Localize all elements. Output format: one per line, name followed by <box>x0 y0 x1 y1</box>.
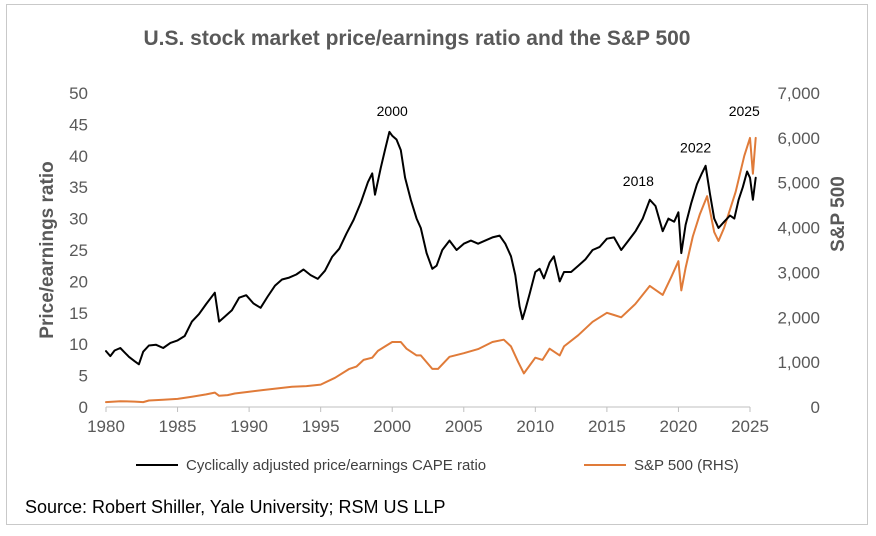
left-axis-tick-label: 35 <box>69 178 88 197</box>
annotation-year-label: 2000 <box>377 103 408 119</box>
left-axis-tick-label: 10 <box>69 335 88 354</box>
x-axis-tick-label: 1995 <box>302 417 340 436</box>
annotation-year-label: 2022 <box>680 140 711 156</box>
x-axis-tick-label: 2020 <box>660 417 698 436</box>
right-axis-tick-label: 0 <box>811 398 820 417</box>
right-axis-tick-label: 1,000 <box>777 353 820 372</box>
left-axis-tick-label: 20 <box>69 272 88 291</box>
legend-label-sp500: S&P 500 (RHS) <box>634 457 739 474</box>
x-axis-tick-label: 2000 <box>373 417 411 436</box>
chart-title: U.S. stock market price/earnings ratio a… <box>144 27 691 50</box>
annotation-year-label: 2018 <box>623 173 654 189</box>
x-axis-ticks: 1980 1985 1990 1995 2000 2005 2010 2015 2020 2025 <box>87 407 769 436</box>
left-axis-tick-label: 40 <box>69 147 88 166</box>
x-axis-tick-label: 1990 <box>230 417 268 436</box>
left-axis-tick-label: 25 <box>69 241 88 260</box>
x-axis-tick-label: 1980 <box>87 417 125 436</box>
left-axis-tick-label: 15 <box>69 304 88 323</box>
right-axis-tick-label: 5,000 <box>777 174 820 193</box>
series-lines <box>105 130 757 404</box>
left-axis-tick-label: 45 <box>69 115 88 134</box>
cape-ratio-line <box>105 130 757 366</box>
right-axis-tick-label: 2,000 <box>777 308 820 327</box>
right-axis-tick-label: 4,000 <box>777 219 820 238</box>
left-axis-title: Price/earnings ratio <box>37 161 58 338</box>
right-axis-tick-label: 6,000 <box>777 129 820 148</box>
annotation-year-label: 2025 <box>729 103 760 119</box>
left-axis-tick-label: 50 <box>69 84 88 103</box>
left-axis-tick-label: 0 <box>79 398 88 417</box>
left-axis-ticks: 0 5 10 15 20 25 30 35 40 45 50 <box>69 84 88 417</box>
x-axis-tick-label: 2025 <box>731 417 769 436</box>
sp500-line <box>105 136 757 404</box>
x-axis-tick-label: 1985 <box>159 417 197 436</box>
x-axis-tick-label: 2005 <box>445 417 483 436</box>
legend: Cyclically adjusted price/earnings CAPE … <box>136 457 739 474</box>
right-axis-ticks: 0 1,000 2,000 3,000 4,000 5,000 6,000 7,000 <box>777 84 820 417</box>
x-axis-tick-label: 2010 <box>516 417 554 436</box>
source-note: Source: Robert Shiller, Yale University;… <box>25 497 446 517</box>
legend-label-cape: Cyclically adjusted price/earnings CAPE … <box>186 457 486 474</box>
right-axis-title: S&P 500 <box>828 176 849 252</box>
right-axis-tick-label: 3,000 <box>777 263 820 282</box>
left-axis-tick-label: 30 <box>69 210 88 229</box>
x-axis-tick-label: 2015 <box>588 417 626 436</box>
annotations: 2000 2018 2022 2025 <box>377 103 760 189</box>
left-axis-tick-label: 5 <box>79 367 88 386</box>
right-axis-tick-label: 7,000 <box>777 84 820 103</box>
